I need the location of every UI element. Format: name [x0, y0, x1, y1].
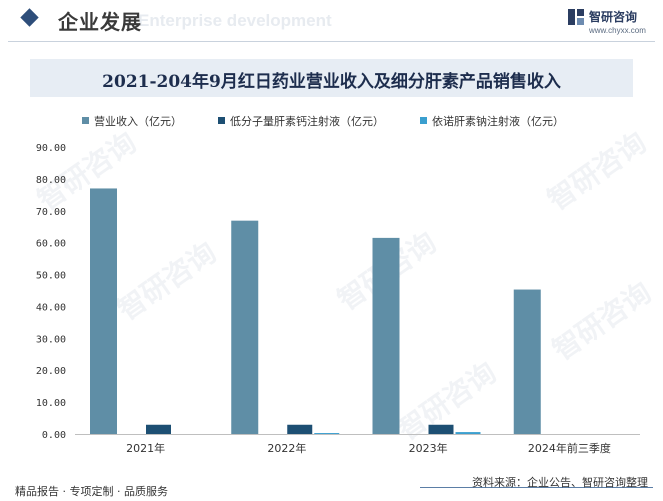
y-tick-label: 60.00 — [36, 239, 66, 250]
y-tick-label: 40.00 — [36, 302, 66, 313]
bar-0 — [90, 188, 117, 434]
bar-chart: 0.00 10.00 20.00 30.00 40.00 50.00 60.00 70.00 8… — [36, 143, 640, 455]
y-tick-label: 70.00 — [36, 207, 66, 218]
x-tick-label: 2023年 — [409, 441, 448, 455]
header-divider — [8, 41, 655, 42]
x-tick-label: 2021年 — [126, 441, 165, 455]
bar-2 — [314, 433, 340, 434]
bar-1 — [146, 424, 171, 434]
bar-1 — [287, 424, 313, 434]
footer-tagline: 精品报告 · 专项定制 · 品质服务 — [15, 485, 168, 498]
page-title: 企业发展 — [58, 10, 142, 34]
legend-swatch — [420, 117, 427, 124]
brand-url: www.chyxx.com — [589, 26, 646, 35]
legend-label: 营业收入（亿元） — [94, 115, 182, 128]
y-tick-label: 30.00 — [36, 334, 66, 345]
page-footer: 精品报告 · 专项定制 · 品质服务 资料来源：企业公告、智研咨询整理 — [0, 474, 663, 501]
legend-swatch — [218, 117, 225, 124]
footer-source: 资料来源：企业公告、智研咨询整理 — [472, 476, 648, 489]
y-tick-label: 0.00 — [42, 430, 66, 441]
bar-2 — [455, 432, 481, 434]
legend-label: 低分子量肝素钙注射液（亿元） — [230, 115, 384, 128]
bar-1 — [428, 424, 454, 434]
brand-name: 智研咨询 — [589, 10, 638, 24]
y-tick-label: 80.00 — [36, 175, 66, 186]
chart-title-band: 2021-204年9月红日药业营业收入及细分肝素产品销售收入 — [30, 59, 633, 97]
chart-title: 2021-204年9月红日药业营业收入及细分肝素产品销售收入 — [102, 72, 561, 92]
bar-0 — [231, 220, 259, 434]
y-tick-label: 20.00 — [36, 366, 66, 377]
y-tick-label: 50.00 — [36, 271, 66, 282]
bar-0 — [513, 289, 541, 434]
y-tick-label: 10.00 — [36, 398, 66, 409]
y-tick-label: 90.00 — [36, 143, 66, 154]
header-subtitle: Enterprise development — [138, 11, 332, 30]
chart-legend: 营业收入（亿元） 低分子量肝素钙注射液（亿元） 依诺肝素钠注射液（亿元） — [82, 113, 642, 131]
footer-divider — [420, 487, 653, 488]
x-tick-label: 2022年 — [267, 441, 306, 455]
page-header: Enterprise development 企业发展 智研咨询 www.chy… — [0, 0, 663, 44]
bar-0 — [372, 237, 400, 434]
legend-swatch — [82, 117, 89, 124]
brand-logo: 智研咨询 www.chyxx.com — [567, 8, 663, 42]
x-tick-label: 2024年前三季度 — [528, 441, 611, 455]
legend-label: 依诺肝素钠注射液（亿元） — [432, 115, 564, 128]
logo-icon — [568, 9, 584, 25]
